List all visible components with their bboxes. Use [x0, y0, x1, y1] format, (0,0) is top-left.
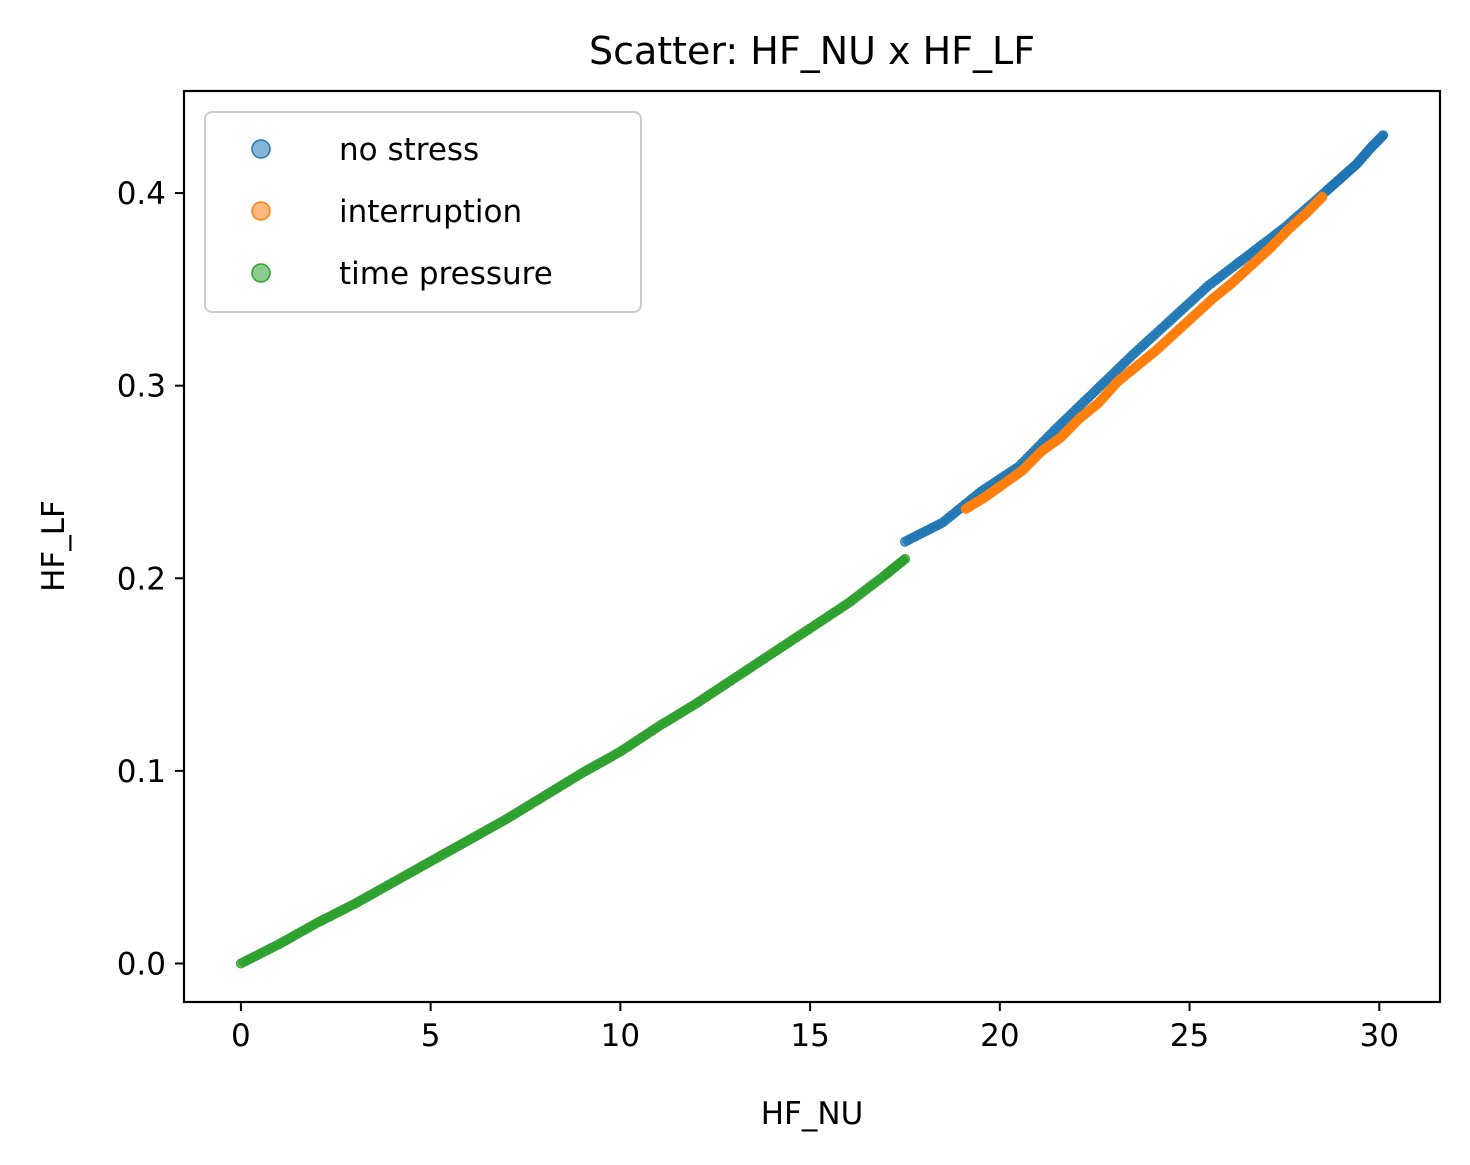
- series-interruption: [960, 191, 1328, 514]
- y-axis-ticks: 0.0 0.1 0.2 0.3 0.4: [117, 176, 184, 982]
- x-axis-ticks: 0 5 10 15 20 25 30: [231, 1002, 1399, 1054]
- legend-marker: [251, 139, 271, 159]
- x-axis-label: HF_NU: [761, 1096, 864, 1132]
- data-point: [1378, 130, 1389, 141]
- chart-title: Scatter: HF_NU x HF_LF: [589, 29, 1035, 73]
- series-time-pressure: [235, 554, 911, 969]
- legend-marker: [251, 263, 271, 283]
- y-tick-label: 0.2: [117, 561, 166, 597]
- legend-label: no stress: [339, 132, 479, 168]
- x-tick-label: 15: [790, 1018, 829, 1054]
- legend-marker: [251, 201, 271, 221]
- plot-area-frame: [182, 89, 1442, 1004]
- x-tick-label: 5: [421, 1018, 441, 1054]
- y-tick-label: 0.4: [117, 176, 166, 212]
- legend-frame: [204, 111, 642, 313]
- data-point: [1317, 191, 1328, 202]
- y-tick-label: 0.0: [117, 946, 166, 982]
- legend-label: interruption: [339, 194, 522, 230]
- x-tick-label: 30: [1360, 1018, 1399, 1054]
- data-point: [900, 554, 911, 565]
- x-tick-label: 25: [1170, 1018, 1209, 1054]
- x-tick-label: 20: [980, 1018, 1019, 1054]
- y-tick-label: 0.1: [117, 754, 166, 790]
- points-layer: [235, 130, 1389, 969]
- legend-label: time pressure: [339, 256, 553, 292]
- legend-items: no stress interruption time pressure: [251, 132, 553, 292]
- x-tick-label: 0: [231, 1018, 251, 1054]
- x-tick-label: 10: [601, 1018, 640, 1054]
- y-tick-label: 0.3: [117, 369, 166, 405]
- legend: no stress interruption time pressure: [204, 111, 642, 313]
- y-axis-label: HF_LF: [36, 500, 72, 592]
